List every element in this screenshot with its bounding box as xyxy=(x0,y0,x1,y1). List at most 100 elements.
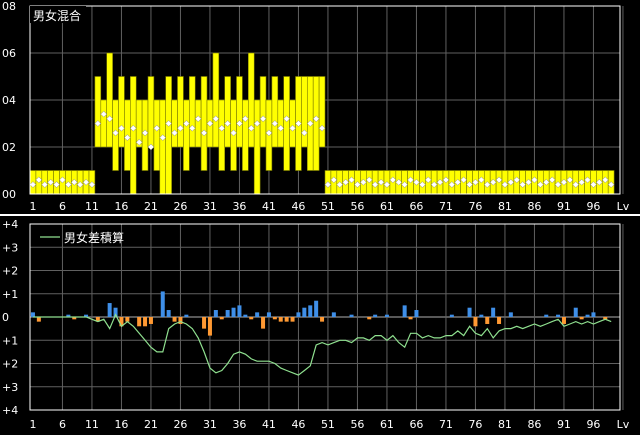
average-marker xyxy=(578,178,586,186)
diff-bar-positive xyxy=(84,314,89,317)
average-marker xyxy=(413,178,420,186)
average-marker xyxy=(466,181,473,188)
average-marker xyxy=(135,138,143,146)
average-marker xyxy=(141,129,149,137)
range-bar xyxy=(194,99,202,148)
top-title-box xyxy=(30,6,86,23)
diff-bar-positive xyxy=(231,307,236,317)
top-x-tick-label: 81 xyxy=(498,200,512,213)
range-bar xyxy=(153,99,161,171)
average-marker xyxy=(601,176,609,184)
diff-bar-negative xyxy=(72,317,77,320)
average-marker xyxy=(584,176,591,184)
bottom-panel-background xyxy=(0,216,640,435)
diff-bar-positive xyxy=(213,310,218,317)
diff-bar-positive xyxy=(243,314,248,317)
top-x-tick-label: 71 xyxy=(439,200,453,213)
diff-bar-positive xyxy=(113,307,118,317)
range-bar xyxy=(183,99,190,171)
diff-bar-positive xyxy=(255,312,260,317)
bottom-x-tick-label: 21 xyxy=(144,418,158,431)
diff-bar-negative xyxy=(561,317,566,324)
bottom-x-tick-labels: 1 6 11 16 21 26 31 36 41 46 51 56 61 66 71 76 81 86 91 96 Lv xyxy=(29,418,629,431)
average-marker xyxy=(348,176,355,184)
diff-bar-negative xyxy=(207,317,212,336)
diff-bar-positive xyxy=(225,310,230,317)
top-y-tick-label: 02 xyxy=(2,141,16,154)
bottom-bars xyxy=(30,291,608,336)
average-marker xyxy=(501,181,509,188)
average-marker xyxy=(123,134,131,141)
top-y-tick-labels: 08 06 04 02 00 xyxy=(2,0,16,201)
bottom-x-tick-label: 31 xyxy=(203,418,217,431)
average-marker xyxy=(407,176,414,184)
average-marker xyxy=(230,129,237,137)
average-marker xyxy=(153,124,161,132)
average-marker xyxy=(76,181,84,188)
average-marker xyxy=(436,178,444,186)
top-x-tick-label: 31 xyxy=(203,200,217,213)
diff-bar-positive xyxy=(585,314,590,317)
average-marker xyxy=(212,115,220,123)
diff-bar-negative xyxy=(284,317,289,322)
bottom-x-tick-label: 36 xyxy=(232,418,246,431)
range-bar xyxy=(289,99,296,148)
range-bar xyxy=(130,76,137,195)
average-marker xyxy=(590,181,597,188)
range-bar xyxy=(165,76,172,195)
average-marker xyxy=(271,120,279,127)
diff-bar-positive xyxy=(308,305,313,317)
average-marker xyxy=(507,178,515,186)
range-bar xyxy=(94,76,102,148)
average-marker xyxy=(595,178,603,186)
range-bar xyxy=(283,76,290,171)
average-marker xyxy=(312,115,320,123)
average-marker xyxy=(389,176,397,184)
diff-bar-positive xyxy=(296,312,301,317)
diff-bar-negative xyxy=(95,317,100,322)
average-marker xyxy=(194,115,202,123)
average-marker xyxy=(548,176,556,184)
range-bar xyxy=(200,76,208,171)
diff-bar-positive xyxy=(508,312,513,317)
bottom-x-tick-label: 81 xyxy=(498,418,512,431)
diff-bar-negative xyxy=(125,317,130,322)
diff-bar-positive xyxy=(302,307,307,317)
diff-bar-positive xyxy=(591,312,596,317)
diff-bar-negative xyxy=(143,317,148,327)
top-x-tick-label: 1 xyxy=(29,200,36,213)
average-marker xyxy=(253,120,261,127)
bottom-x-tick-label: 16 xyxy=(114,418,128,431)
average-marker xyxy=(572,181,580,188)
average-marker xyxy=(53,181,60,188)
average-marker xyxy=(259,115,267,123)
bottom-x-tick-label: 41 xyxy=(262,418,276,431)
diff-bar-negative xyxy=(579,317,584,320)
diff-bar-negative xyxy=(272,317,277,320)
average-marker xyxy=(359,178,367,186)
average-marker xyxy=(241,115,249,123)
average-marker xyxy=(324,181,332,188)
average-marker xyxy=(188,124,196,132)
average-marker xyxy=(442,176,450,184)
range-bar xyxy=(159,99,167,195)
average-marker xyxy=(318,124,326,132)
top-y-tick-label: 00 xyxy=(2,188,16,201)
range-bar xyxy=(218,99,226,171)
top-y-tick-label: 08 xyxy=(2,0,16,13)
average-marker xyxy=(277,124,285,132)
bottom-y-tick-label: +3 xyxy=(2,241,18,254)
bottom-y-tick-labels: +4 +3 +2 +1 0 +1 +2 +3 +4 xyxy=(2,218,18,417)
diff-bar-positive xyxy=(373,314,378,317)
average-marker xyxy=(383,181,391,188)
bottom-x-tick-label: 51 xyxy=(321,418,335,431)
diff-bar-positive xyxy=(331,312,336,317)
average-marker xyxy=(531,176,538,184)
range-bar xyxy=(248,52,255,148)
average-marker xyxy=(477,176,485,184)
bottom-x-tick-label: 1 xyxy=(29,418,36,431)
top-x-tick-label: 86 xyxy=(527,200,541,213)
average-marker xyxy=(336,181,344,188)
top-x-tick-label: 91 xyxy=(557,200,571,213)
top-y-tick-label: 06 xyxy=(2,47,16,60)
